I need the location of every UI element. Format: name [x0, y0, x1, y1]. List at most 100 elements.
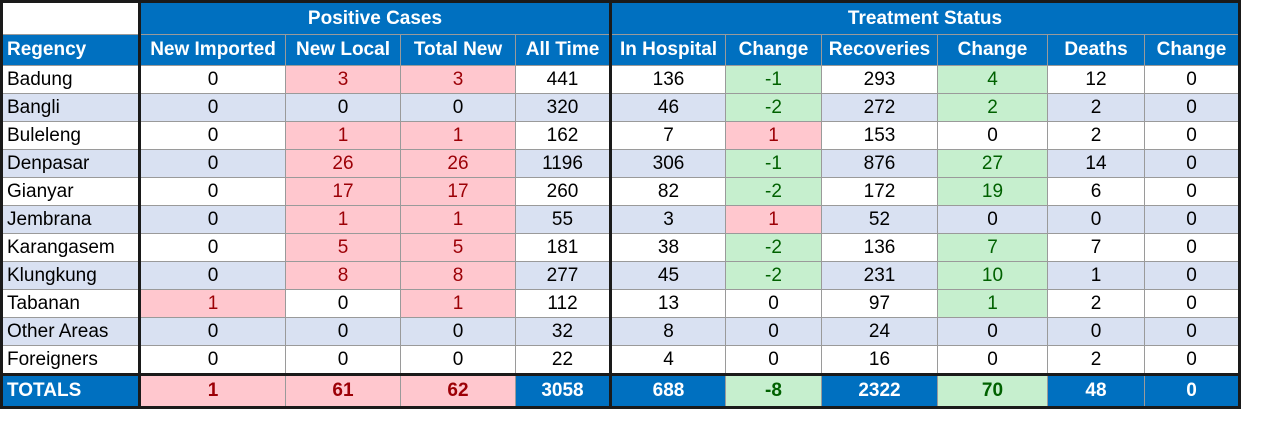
- cell-deaths[interactable]: 7: [1047, 233, 1145, 262]
- cell-new-imported[interactable]: 0: [138, 149, 286, 178]
- cell-regency[interactable]: Gianyar: [0, 177, 140, 206]
- cell-deaths[interactable]: 14: [1047, 149, 1145, 178]
- cell-deaths[interactable]: 6: [1047, 177, 1145, 206]
- cell-total-new[interactable]: 3: [400, 65, 516, 94]
- column-header-total-new[interactable]: Total New: [400, 34, 516, 66]
- cell-total-new[interactable]: 8: [400, 261, 516, 290]
- cell-recoveries-change[interactable]: 0: [937, 345, 1048, 375]
- cell-new-imported[interactable]: 1: [138, 289, 286, 318]
- cell-regency[interactable]: Foreigners: [0, 345, 140, 375]
- cell-regency[interactable]: Buleleng: [0, 121, 140, 150]
- cell-hospital-change[interactable]: 0: [725, 345, 822, 375]
- cell-deaths-change[interactable]: 0: [1144, 317, 1241, 346]
- cell-deaths-change[interactable]: 0: [1144, 345, 1241, 375]
- cell-deaths[interactable]: 0: [1047, 317, 1145, 346]
- column-header-in-hospital[interactable]: In Hospital: [609, 34, 726, 66]
- cell-hospital-change[interactable]: 0: [725, 289, 822, 318]
- column-header-all-time[interactable]: All Time: [515, 34, 611, 66]
- cell-regency[interactable]: Bangli: [0, 93, 140, 122]
- cell-new-imported[interactable]: 0: [138, 177, 286, 206]
- cell-recoveries[interactable]: 153: [821, 121, 938, 150]
- cell-recoveries-change[interactable]: 0: [937, 121, 1048, 150]
- column-header-new-imported[interactable]: New Imported: [138, 34, 286, 66]
- cell-all-time[interactable]: 260: [515, 177, 611, 206]
- cell-new-local[interactable]: 0: [285, 317, 401, 346]
- cell-new-imported[interactable]: 0: [138, 121, 286, 150]
- total-new-local[interactable]: 61: [285, 373, 401, 409]
- cell-in-hospital[interactable]: 136: [609, 65, 726, 94]
- cell-all-time[interactable]: 320: [515, 93, 611, 122]
- cell-new-imported[interactable]: 0: [138, 93, 286, 122]
- cell-deaths-change[interactable]: 0: [1144, 149, 1241, 178]
- cell-total-new[interactable]: 1: [400, 205, 516, 234]
- cell-all-time[interactable]: 112: [515, 289, 611, 318]
- cell-new-imported[interactable]: 0: [138, 205, 286, 234]
- cell-recoveries[interactable]: 231: [821, 261, 938, 290]
- cell-deaths[interactable]: 2: [1047, 121, 1145, 150]
- cell-in-hospital[interactable]: 7: [609, 121, 726, 150]
- cell-all-time[interactable]: 1196: [515, 149, 611, 178]
- cell-hospital-change[interactable]: -2: [725, 93, 822, 122]
- cell-all-time[interactable]: 32: [515, 317, 611, 346]
- cell-total-new[interactable]: 1: [400, 121, 516, 150]
- cell-new-local[interactable]: 3: [285, 65, 401, 94]
- total-in-hospital[interactable]: 688: [609, 373, 726, 409]
- cell-in-hospital[interactable]: 45: [609, 261, 726, 290]
- cell-recoveries[interactable]: 172: [821, 177, 938, 206]
- cell-new-local[interactable]: 1: [285, 205, 401, 234]
- cell-in-hospital[interactable]: 4: [609, 345, 726, 375]
- total-new-imported[interactable]: 1: [138, 373, 286, 409]
- cell-regency[interactable]: Jembrana: [0, 205, 140, 234]
- cell-recoveries-change[interactable]: 4: [937, 65, 1048, 94]
- cell-hospital-change[interactable]: -2: [725, 177, 822, 206]
- cell-new-local[interactable]: 5: [285, 233, 401, 262]
- cell-regency[interactable]: Klungkung: [0, 261, 140, 290]
- cell-recoveries-change[interactable]: 19: [937, 177, 1048, 206]
- column-header-hospital-change[interactable]: Change: [725, 34, 822, 66]
- cell-recoveries-change[interactable]: 27: [937, 149, 1048, 178]
- cell-new-local[interactable]: 0: [285, 93, 401, 122]
- cell-new-imported[interactable]: 0: [138, 261, 286, 290]
- total-regency[interactable]: TOTALS: [0, 373, 140, 409]
- cell-in-hospital[interactable]: 13: [609, 289, 726, 318]
- cell-new-local[interactable]: 17: [285, 177, 401, 206]
- cell-new-imported[interactable]: 0: [138, 345, 286, 375]
- cell-deaths-change[interactable]: 0: [1144, 261, 1241, 290]
- cell-deaths-change[interactable]: 0: [1144, 205, 1241, 234]
- cell-new-local[interactable]: 8: [285, 261, 401, 290]
- cell-total-new[interactable]: 17: [400, 177, 516, 206]
- cell-deaths[interactable]: 2: [1047, 289, 1145, 318]
- corner-cell[interactable]: [0, 0, 140, 35]
- cell-deaths-change[interactable]: 0: [1144, 233, 1241, 262]
- cell-in-hospital[interactable]: 38: [609, 233, 726, 262]
- cell-total-new[interactable]: 0: [400, 317, 516, 346]
- cell-hospital-change[interactable]: 1: [725, 121, 822, 150]
- cell-total-new[interactable]: 0: [400, 93, 516, 122]
- column-header-recoveries-change[interactable]: Change: [937, 34, 1048, 66]
- cell-regency[interactable]: Other Areas: [0, 317, 140, 346]
- cell-total-new[interactable]: 0: [400, 345, 516, 375]
- cell-recoveries[interactable]: 52: [821, 205, 938, 234]
- cell-in-hospital[interactable]: 306: [609, 149, 726, 178]
- cell-all-time[interactable]: 277: [515, 261, 611, 290]
- cell-hospital-change[interactable]: -2: [725, 261, 822, 290]
- cell-in-hospital[interactable]: 8: [609, 317, 726, 346]
- cell-recoveries-change[interactable]: 2: [937, 93, 1048, 122]
- cell-deaths[interactable]: 12: [1047, 65, 1145, 94]
- cell-recoveries-change[interactable]: 1: [937, 289, 1048, 318]
- column-header-deaths-change[interactable]: Change: [1144, 34, 1241, 66]
- cell-regency[interactable]: Badung: [0, 65, 140, 94]
- total-recoveries-change[interactable]: 70: [937, 373, 1048, 409]
- total-deaths-change[interactable]: 0: [1144, 373, 1241, 409]
- cell-deaths-change[interactable]: 0: [1144, 65, 1241, 94]
- cell-deaths[interactable]: 0: [1047, 205, 1145, 234]
- cell-regency[interactable]: Karangasem: [0, 233, 140, 262]
- cell-total-new[interactable]: 1: [400, 289, 516, 318]
- cell-hospital-change[interactable]: -2: [725, 233, 822, 262]
- cell-recoveries[interactable]: 293: [821, 65, 938, 94]
- total-all-time[interactable]: 3058: [515, 373, 611, 409]
- cell-all-time[interactable]: 22: [515, 345, 611, 375]
- cell-hospital-change[interactable]: 1: [725, 205, 822, 234]
- cell-new-imported[interactable]: 0: [138, 65, 286, 94]
- cell-new-local[interactable]: 0: [285, 345, 401, 375]
